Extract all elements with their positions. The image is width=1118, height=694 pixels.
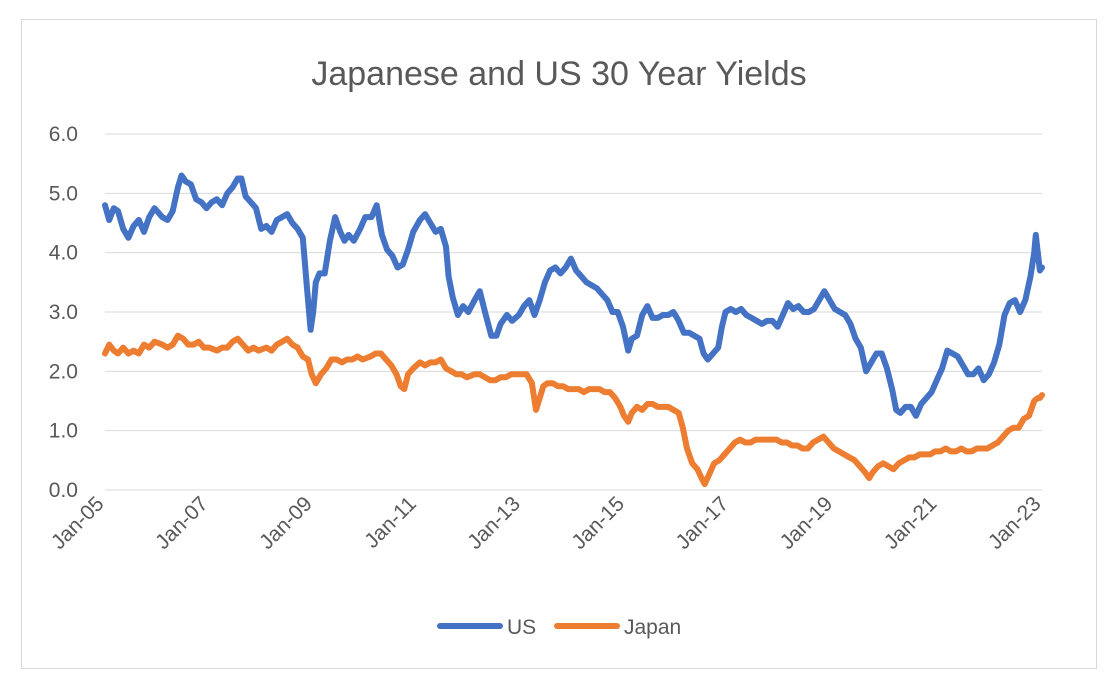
x-tick-label: Jan-13 (463, 492, 525, 554)
y-tick-label: 5.0 (49, 182, 78, 205)
series-lines (102, 172, 1045, 488)
legend: US Japan (437, 616, 681, 639)
gridlines (105, 133, 1042, 491)
x-tick-label: Jan-21 (880, 492, 942, 554)
x-tick-label: Jan-17 (672, 492, 734, 554)
x-tick-label: Jan-07 (151, 492, 213, 554)
y-tick-label: 4.0 (49, 242, 78, 265)
y-tick-label: 2.0 (49, 360, 78, 383)
series-line-us (102, 172, 1045, 419)
chart-title: Japanese and US 30 Year Yields (311, 55, 806, 93)
x-tick-label: Jan-15 (567, 492, 629, 554)
legend-label-japan: Japan (624, 616, 681, 639)
y-tick-label: 0.0 (49, 479, 78, 502)
legend-label-us: US (507, 616, 536, 639)
x-tick-label: Jan-23 (984, 492, 1046, 554)
y-axis-ticks: 0.0 1.0 2.0 3.0 4.0 5.0 6.0 (49, 123, 78, 502)
y-tick-label: 1.0 (49, 420, 78, 443)
y-tick-label: 3.0 (49, 301, 78, 324)
series-line-japan (102, 332, 1045, 488)
x-axis-ticks: Jan-05 Jan-07 Jan-09 Jan-11 Jan-13 Jan-15 Jan-… (47, 492, 1046, 554)
x-tick-label: Jan-09 (255, 492, 317, 554)
x-tick-label: Jan-11 (360, 492, 421, 553)
y-tick-label: 6.0 (49, 123, 78, 146)
x-tick-label: Jan-19 (776, 492, 838, 554)
